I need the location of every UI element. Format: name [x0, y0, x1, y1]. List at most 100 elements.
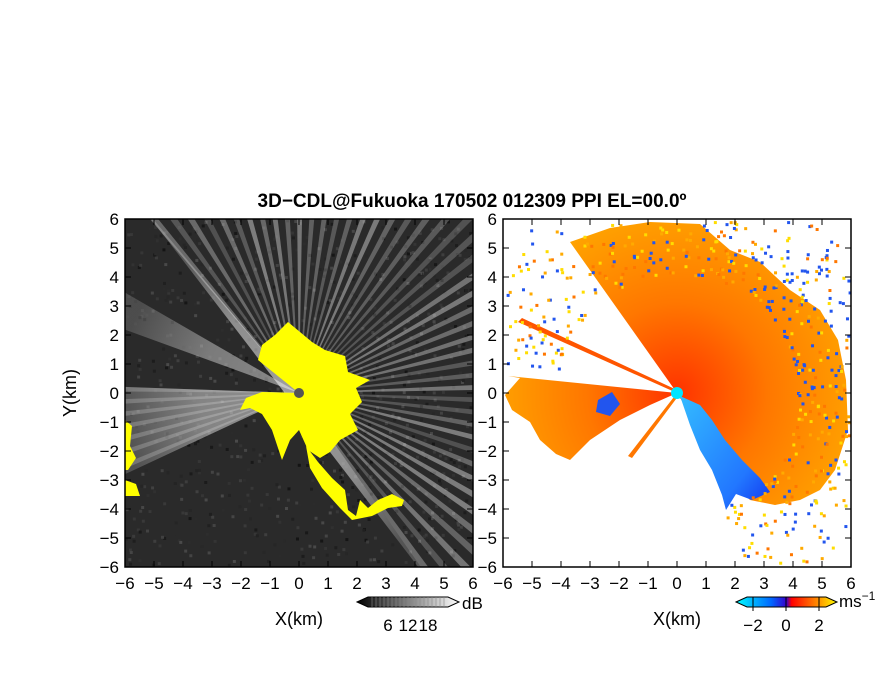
- noise-pixel: [225, 298, 229, 302]
- velocity-pixel: [661, 228, 665, 232]
- noise-pixel: [376, 406, 380, 410]
- velocity-pixel: [732, 261, 736, 265]
- velocity-pixel: [773, 475, 777, 479]
- noise-pixel: [339, 475, 343, 479]
- velocity-pixel: [773, 229, 777, 233]
- noise-pixel: [229, 373, 233, 377]
- velocity-pixel: [734, 269, 738, 273]
- velocity-receding-blue: [680, 396, 770, 510]
- noise-pixel: [152, 369, 156, 373]
- intensity-echo-region: [240, 322, 370, 460]
- noise-pixel: [339, 290, 343, 294]
- noise-pixel: [320, 461, 324, 465]
- noise-pixel: [403, 255, 407, 259]
- noise-pixel: [379, 397, 383, 401]
- noise-pixel: [291, 297, 295, 301]
- noise-pixel: [433, 331, 437, 335]
- velocity-pixel: [569, 276, 573, 280]
- noise-pixel: [324, 257, 328, 261]
- noise-pixel: [449, 327, 453, 331]
- velocity-pixel: [521, 288, 525, 292]
- x-tick-label: −1: [260, 574, 279, 593]
- velocity-pixel: [550, 258, 554, 262]
- noise-pixel: [448, 499, 452, 503]
- noise-pixel: [446, 477, 450, 481]
- noise-pixel: [432, 471, 436, 475]
- velocity-pixel: [758, 276, 762, 280]
- noise-pixel: [213, 539, 217, 543]
- noise-pixel: [415, 341, 419, 345]
- velocity-pixel: [733, 505, 737, 509]
- noise-pixel: [274, 235, 278, 239]
- velocity-pixel: [535, 303, 539, 307]
- noise-pixel: [372, 478, 376, 482]
- noise-pixel: [171, 259, 175, 263]
- noise-pixel: [223, 345, 227, 349]
- noise-pixel: [140, 251, 144, 255]
- noise-pixel: [351, 229, 355, 233]
- noise-pixel: [424, 455, 428, 459]
- y-tick-label: −4: [478, 500, 497, 519]
- velocity-pixel: [813, 393, 817, 397]
- velocity-pixel: [743, 554, 747, 558]
- velocity-pixel: [521, 338, 525, 342]
- velocity-pixel: [814, 278, 818, 282]
- velocity-pixel: [798, 394, 802, 398]
- noise-pixel: [400, 485, 404, 489]
- velocity-pixel: [751, 240, 755, 244]
- noise-pixel: [200, 494, 204, 498]
- noise-pixel: [252, 378, 256, 382]
- noise-pixel: [201, 224, 205, 228]
- velocity-pixel: [793, 520, 797, 524]
- noise-pixel: [386, 344, 390, 348]
- noise-pixel: [320, 539, 324, 543]
- velocity-pixel: [845, 435, 849, 439]
- noise-pixel: [386, 311, 390, 315]
- noise-pixel: [425, 549, 429, 553]
- velocity-pixel: [847, 434, 851, 438]
- velocity-pixel: [823, 413, 827, 417]
- noise-pixel: [347, 316, 351, 320]
- noise-pixel: [402, 383, 406, 387]
- noise-pixel: [141, 519, 145, 523]
- velocity-pixel: [825, 416, 829, 420]
- noise-pixel: [276, 387, 280, 391]
- noise-pixel: [167, 289, 171, 293]
- velocity-pixel: [779, 561, 783, 565]
- noise-pixel: [187, 541, 191, 545]
- noise-pixel: [180, 483, 184, 487]
- noise-pixel: [197, 471, 201, 475]
- noise-pixel: [421, 240, 425, 244]
- velocity-pixel: [830, 368, 834, 372]
- noise-pixel: [381, 441, 385, 445]
- noise-pixel: [216, 338, 220, 342]
- velocity-pixel: [722, 275, 726, 279]
- noise-pixel: [404, 560, 408, 564]
- velocity-pixel: [829, 309, 833, 313]
- noise-pixel: [346, 493, 350, 497]
- velocity-pixel: [735, 522, 739, 526]
- noise-pixel: [469, 406, 473, 410]
- velocity-pixel: [788, 458, 792, 462]
- noise-pixel: [453, 549, 457, 553]
- noise-pixel: [439, 482, 443, 486]
- velocity-pixel: [624, 267, 628, 271]
- noise-pixel: [404, 530, 408, 534]
- velocity-pixel: [804, 412, 808, 416]
- noise-pixel: [255, 250, 259, 254]
- velocity-pixel: [739, 512, 743, 516]
- noise-pixel: [166, 295, 170, 299]
- velocity-pixel: [525, 344, 529, 348]
- noise-pixel: [417, 528, 421, 532]
- noise-pixel: [284, 276, 288, 280]
- noise-pixel: [386, 436, 390, 440]
- noise-pixel: [367, 464, 371, 468]
- noise-pixel: [417, 424, 421, 428]
- velocity-pixel: [583, 244, 587, 248]
- noise-pixel: [196, 301, 200, 305]
- velocity-pixel: [818, 535, 822, 539]
- noise-pixel: [195, 469, 199, 473]
- noise-pixel: [389, 320, 393, 324]
- noise-pixel: [194, 517, 198, 521]
- velocity-pixel: [760, 247, 764, 251]
